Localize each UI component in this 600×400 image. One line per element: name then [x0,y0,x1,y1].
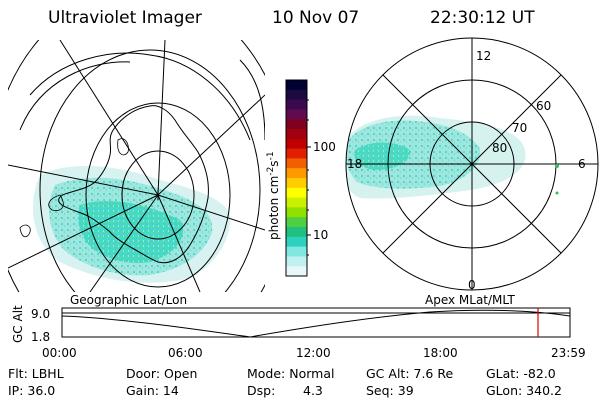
colorbar-band [286,197,307,208]
mlat-label-60: 60 [536,99,551,113]
colorbar-band [286,158,307,169]
ip-readout: IP: 36.0 [8,383,56,398]
colorbar-band [286,168,307,179]
orbit-y-tick-top: 9.0 [31,307,50,321]
colorbar-band [286,129,307,140]
altitude-curve [61,309,571,338]
left-aurora [49,177,213,276]
gain-readout: Gain: 14 [126,383,179,398]
mlt-label-18: 18 [347,157,362,171]
mlt-label-12: 12 [476,49,491,63]
colorbar-band [286,138,307,150]
colorbar-band [286,256,307,267]
coastline [58,105,209,264]
colorbar-band [286,119,307,130]
date-label: 10 Nov 07 [272,8,360,28]
left-aurora-bright [77,200,184,263]
gc-alt-readout: GC Alt: 7.6 Re [366,366,454,381]
mlat-label-80: 80 [492,141,507,155]
mlat-label-70: 70 [512,121,527,135]
orbit-x-tick-2: 12:00 [296,346,331,360]
glat-readout: GLat: -82.0 [486,366,556,381]
colorbar-band [286,246,307,257]
left-panel-caption: Geographic Lat/Lon [70,293,188,307]
colorbar-band [286,207,307,218]
colorbar-unit-label: photon cm-2s-1 [266,151,281,240]
colorbar-band [286,217,307,228]
right-panel-caption: Apex MLat/MLT [425,293,515,307]
time-label: 22:30:12 UT [430,8,535,28]
polar-aurora [346,120,481,189]
colorbar-band [286,109,307,120]
dsp-label: Dsp: [247,383,276,398]
left-aurora-faint [32,165,231,283]
colorbar-band [286,236,307,248]
colorbar-tick-100: 100 [313,140,336,154]
colorbar-band [286,227,307,238]
orbit-x-tick-0: 00:00 [42,346,77,360]
door-readout: Door: Open [126,366,198,381]
colorbar-band [286,148,307,159]
orbit-x-tick-1: 06:00 [168,346,203,360]
orbit-y-axis-label: GC Alt [11,305,25,343]
mode-readout: Mode: Normal [247,366,335,381]
glon-readout: GLon: 340.2 [486,383,562,398]
orbit-x-tick-3: 18:00 [423,346,458,360]
polar-aurora-faint [346,115,526,199]
orbit-x-tick-4: 23:59 [551,346,586,360]
instrument-title: Ultraviolet Imager [48,8,202,28]
mlt-label-0: 0 [468,278,476,292]
colorbar-band [286,178,307,189]
colorbar-band [286,89,307,101]
dsp-value: 4.3 [303,383,323,398]
colorbar-band [286,187,307,199]
filter-readout: Flt: LBHL [8,366,64,381]
colorbar-tick-10: 10 [313,228,328,242]
colorbar-band [286,80,307,91]
orbit-y-tick-bottom: 1.8 [31,330,50,344]
colorbar-band [286,266,307,277]
mlt-label-6: 6 [578,157,586,171]
colorbar-band [286,99,307,110]
seq-readout: Seq: 39 [366,383,414,398]
